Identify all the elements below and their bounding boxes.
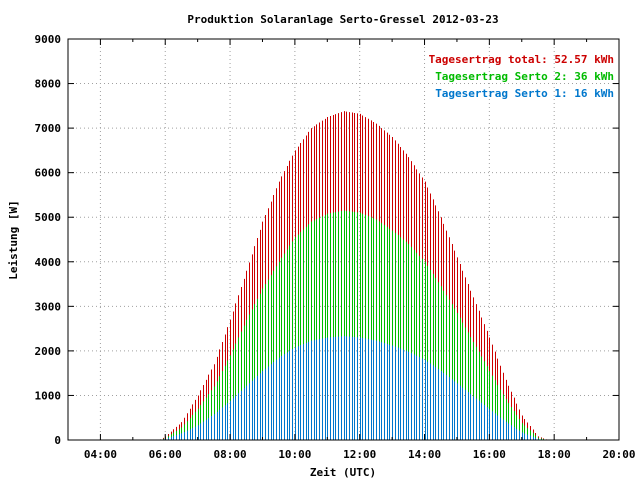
x-axis-label: Zeit (UTC) — [310, 466, 376, 479]
ticks: 04:00 06:00 08:00 10:00 12:00 14:00 16:00 18:00… — [35, 33, 636, 461]
y-tick-label: 0 — [54, 434, 61, 447]
y-axis-label: Leistung [W] — [7, 200, 20, 279]
y-tick-label: 9000 — [35, 33, 62, 46]
x-tick-label: 10:00 — [278, 448, 311, 461]
legend-entry: Tagesertrag total: 52.57 kWh — [429, 53, 614, 66]
legend: Tagesertrag total: 52.57 kWh Tagesertrag … — [429, 53, 614, 100]
x-tick-label: 12:00 — [343, 448, 376, 461]
x-tick-label: 08:00 — [213, 448, 246, 461]
x-tick-label: 14:00 — [408, 448, 441, 461]
chart-title: Produktion Solaranlage Serto-Gressel 201… — [187, 13, 498, 26]
y-tick-label: 1000 — [35, 389, 62, 402]
bars — [160, 111, 547, 440]
y-tick-label: 3000 — [35, 300, 62, 313]
y-tick-label: 5000 — [35, 211, 62, 224]
y-tick-label: 4000 — [35, 256, 62, 269]
x-tick-label: 20:00 — [602, 448, 635, 461]
x-tick-label: 04:00 — [84, 448, 117, 461]
x-tick-label: 16:00 — [473, 448, 506, 461]
series-2 — [160, 336, 547, 440]
legend-entry: Tagesertrag Serto 1: 16 kWh — [435, 87, 614, 100]
legend-entry: Tagesertrag Serto 2: 36 kWh — [435, 70, 614, 83]
y-tick-label: 2000 — [35, 345, 62, 358]
x-tick-label: 18:00 — [538, 448, 571, 461]
plot-frame — [67, 38, 620, 441]
x-tick-label: 06:00 — [149, 448, 182, 461]
y-tick-label: 7000 — [35, 122, 62, 135]
y-tick-label: 8000 — [35, 78, 62, 91]
y-tick-label: 6000 — [35, 167, 62, 180]
